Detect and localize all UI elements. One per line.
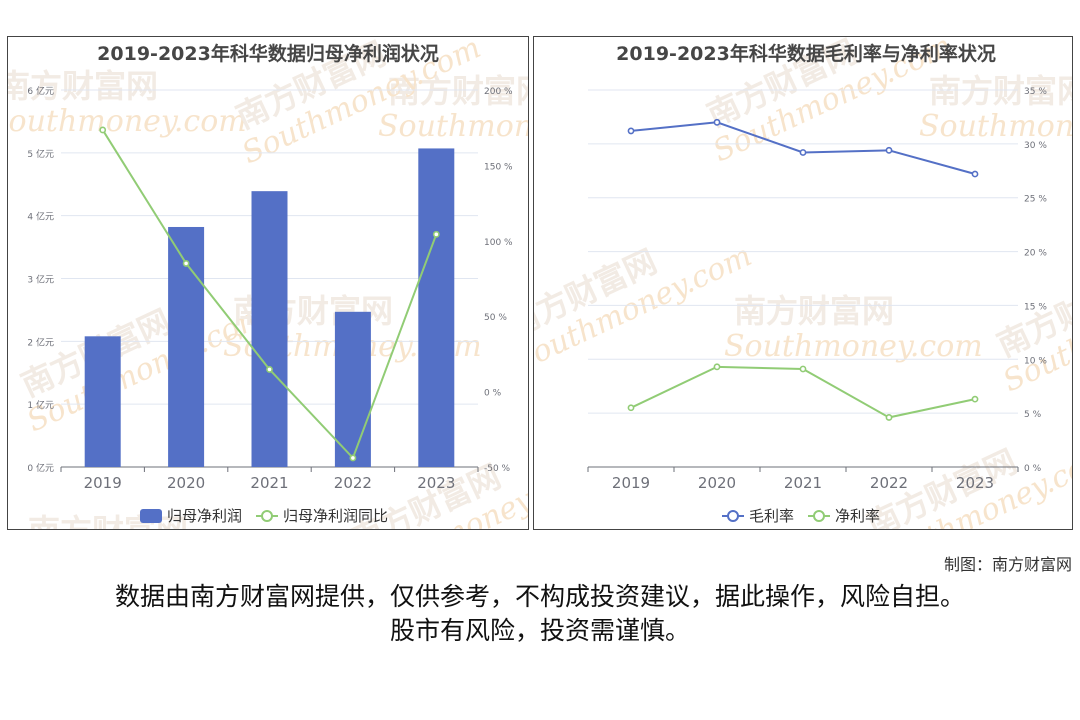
- bar-net-profit: [418, 148, 455, 467]
- x-tick-label: 2019: [84, 474, 122, 492]
- legend-label: 毛利率: [749, 507, 794, 525]
- legend-label: 净利率: [835, 507, 880, 525]
- net-profit-chart: 南方财富网Southmoney.com南方财富网Southmoney.com南方…: [8, 37, 528, 529]
- point-series-2: [971, 395, 979, 403]
- point-net-profit-yoy: [349, 454, 357, 462]
- legend-swatch-marker: [813, 510, 825, 522]
- watermark-en: Southmoney.com: [378, 109, 528, 144]
- watermark-cn: 南方财富网: [28, 512, 188, 529]
- y-tick-label: 0 亿元: [27, 462, 54, 474]
- point-net-profit-yoy: [99, 126, 107, 134]
- watermark-en: Southmoney.com: [724, 329, 983, 364]
- watermark-cn: 南方财富网: [388, 72, 528, 110]
- x-tick-label: 2020: [167, 474, 205, 492]
- y-tick-label: 2 亿元: [27, 336, 54, 348]
- point-net-profit-yoy: [182, 260, 190, 267]
- point-series-1: [885, 146, 893, 154]
- y2-tick-label: 200 %: [484, 87, 513, 97]
- line-series-2: [630, 365, 976, 419]
- y-tick-label: 10 %: [1024, 356, 1047, 366]
- chart-title: 2019-2023年科华数据毛利率与净利率状况: [616, 42, 996, 65]
- x-tick-label: 2021: [250, 474, 288, 492]
- y-tick-label: 30 %: [1024, 141, 1047, 151]
- y2-tick-label: 50 %: [484, 313, 507, 323]
- y-tick-label: 15 %: [1024, 302, 1047, 312]
- y-tick-label: 5 亿元: [27, 148, 54, 160]
- margin-chart: 南方财富网Southmoney.com南方财富网Southmoney.com南方…: [534, 37, 1072, 529]
- point-series-2: [885, 414, 893, 421]
- y2-tick-label: -50 %: [484, 464, 511, 474]
- point-series-2: [713, 363, 721, 371]
- chart-panel-net-profit: 南方财富网Southmoney.com南方财富网Southmoney.com南方…: [7, 36, 529, 530]
- point-series-1: [799, 149, 807, 156]
- y-tick-label: 4 亿元: [27, 211, 54, 223]
- y2-tick-label: 100 %: [484, 238, 513, 248]
- watermark-cn: 南方财富网: [8, 67, 158, 105]
- y-tick-label: 20 %: [1024, 249, 1047, 259]
- y2-tick-label: 0 %: [484, 389, 502, 399]
- legend-swatch-marker: [727, 510, 739, 522]
- bar-net-profit: [251, 191, 288, 467]
- legend-label: 归母净利润同比: [283, 507, 388, 525]
- y-tick-label: 25 %: [1024, 195, 1047, 205]
- y-tick-label: 1 亿元: [27, 399, 54, 411]
- x-tick-label: 2020: [698, 474, 736, 492]
- y-tick-label: 6 亿元: [27, 85, 54, 97]
- x-tick-label: 2021: [784, 474, 822, 492]
- x-tick-label: 2022: [870, 474, 908, 492]
- chart-title: 2019-2023年科华数据归母净利润状况: [97, 42, 439, 65]
- bar-net-profit: [84, 336, 121, 467]
- y-tick-label: 5 %: [1024, 410, 1042, 420]
- y-tick-label: 3 亿元: [27, 274, 54, 286]
- point-series-1: [627, 127, 635, 135]
- chart-credit: 制图：南方财富网: [943, 555, 1072, 574]
- disclaimer-line-1: 数据由南方财富网提供，仅供参考，不构成投资建议，据此操作，风险自担。: [114, 582, 965, 611]
- bar-net-profit: [168, 226, 205, 467]
- legend-swatch-marker: [261, 510, 273, 522]
- point-net-profit-yoy: [432, 230, 440, 238]
- x-tick-label: 2022: [334, 474, 372, 492]
- point-series-2: [627, 404, 635, 412]
- point-net-profit-yoy: [266, 366, 273, 373]
- point-series-1: [713, 118, 721, 126]
- watermark-en: Southmoney.com: [919, 109, 1072, 144]
- point-series-2: [799, 365, 807, 373]
- y-tick-label: 0 %: [1024, 464, 1042, 474]
- watermark-cn: 南方财富网: [929, 72, 1072, 110]
- bar-net-profit: [334, 311, 371, 467]
- x-tick-label: 2023: [956, 474, 994, 492]
- disclaimer-line-2: 股市有风险，投资需谨慎。: [389, 616, 690, 645]
- chart-panel-margins: 南方财富网Southmoney.com南方财富网Southmoney.com南方…: [533, 36, 1073, 530]
- legend-swatch-bar: [140, 509, 162, 523]
- x-tick-label: 2023: [417, 474, 455, 492]
- point-series-1: [971, 170, 979, 178]
- y-tick-label: 35 %: [1024, 87, 1047, 97]
- legend-label: 归母净利润: [167, 507, 242, 525]
- watermark-en: Southmoney.com: [8, 104, 247, 139]
- watermark-cn: 南方财富网: [734, 292, 894, 330]
- y2-tick-label: 150 %: [484, 162, 513, 172]
- x-tick-label: 2019: [612, 474, 650, 492]
